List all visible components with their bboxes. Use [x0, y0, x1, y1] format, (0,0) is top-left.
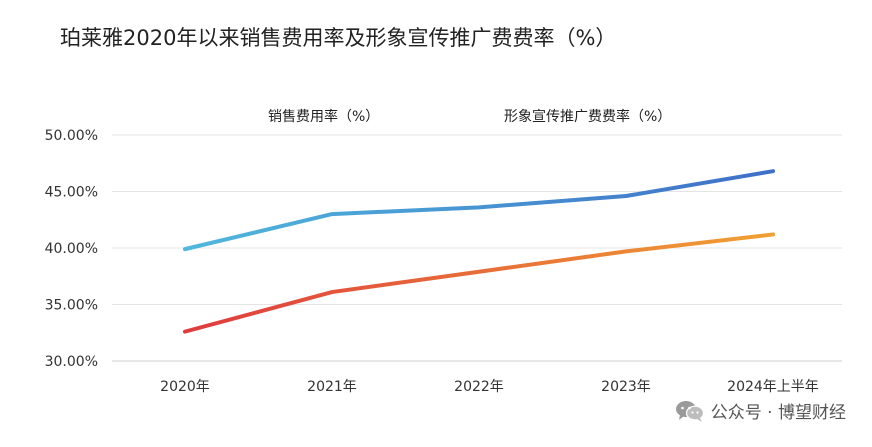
x-tick-label: 2022年	[454, 379, 504, 395]
legend-item-sales-expense-ratio: 销售费用率（%）	[214, 108, 379, 125]
y-tick-label: 45.00%	[45, 185, 98, 201]
y-tick-label: 40.00%	[45, 241, 98, 257]
y-tick-label: 30.00%	[45, 354, 98, 370]
watermark: 公众号 · 博望财经	[675, 398, 846, 423]
x-tick-label: 2020年	[160, 379, 210, 395]
legend-item-promotion-expense-ratio: 形象宣传推广费费率（%）	[450, 108, 671, 125]
x-tick-label: 2023年	[601, 379, 651, 395]
wechat-icon	[675, 400, 704, 422]
series-lines	[183, 169, 775, 334]
page-title: 珀莱雅2020年以来销售费用率及形象宣传推广费费率（%）	[60, 26, 617, 50]
series-line-1	[183, 232, 775, 334]
gridlines	[112, 134, 842, 362]
legend-label-sales-expense-ratio: 销售费用率（%）	[268, 108, 379, 125]
y-axis-ticks: 30.00% 35.00% 40.00% 45.00% 50.00%	[45, 128, 98, 370]
legend-label-promotion-expense-ratio: 形象宣传推广费费率（%）	[504, 108, 671, 125]
legend: 销售费用率（%） 形象宣传推广费费率（%）	[214, 108, 671, 125]
x-tick-label: 2021年	[307, 379, 357, 395]
y-tick-label: 50.00%	[45, 128, 98, 144]
series-line-0	[183, 169, 775, 252]
x-tick-label: 2024年上半年	[727, 379, 819, 395]
watermark-text: 公众号 · 博望财经	[710, 403, 846, 423]
x-axis-ticks: 2020年 2021年 2022年 2023年 2024年上半年	[160, 379, 819, 395]
y-tick-label: 35.00%	[45, 298, 98, 314]
